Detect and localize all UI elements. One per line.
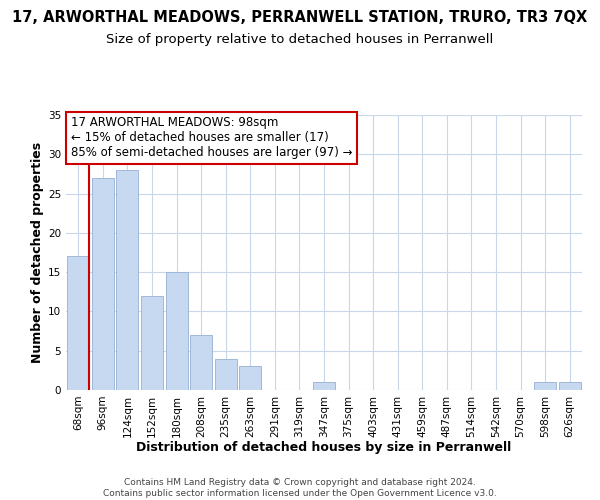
Bar: [166, 272, 188, 390]
Text: 17, ARWORTHAL MEADOWS, PERRANWELL STATION, TRURO, TR3 7QX: 17, ARWORTHAL MEADOWS, PERRANWELL STATIO…: [13, 10, 587, 25]
Bar: [190, 335, 212, 390]
Bar: [141, 296, 163, 390]
Text: Size of property relative to detached houses in Perranwell: Size of property relative to detached ho…: [106, 32, 494, 46]
Bar: [559, 382, 581, 390]
X-axis label: Distribution of detached houses by size in Perranwell: Distribution of detached houses by size …: [136, 441, 512, 454]
Bar: [313, 382, 335, 390]
Bar: [116, 170, 139, 390]
Bar: [534, 382, 556, 390]
Bar: [215, 358, 237, 390]
Bar: [92, 178, 114, 390]
Bar: [239, 366, 262, 390]
Y-axis label: Number of detached properties: Number of detached properties: [31, 142, 44, 363]
Text: 17 ARWORTHAL MEADOWS: 98sqm
← 15% of detached houses are smaller (17)
85% of sem: 17 ARWORTHAL MEADOWS: 98sqm ← 15% of det…: [71, 116, 353, 160]
Bar: [67, 256, 89, 390]
Text: Contains HM Land Registry data © Crown copyright and database right 2024.
Contai: Contains HM Land Registry data © Crown c…: [103, 478, 497, 498]
